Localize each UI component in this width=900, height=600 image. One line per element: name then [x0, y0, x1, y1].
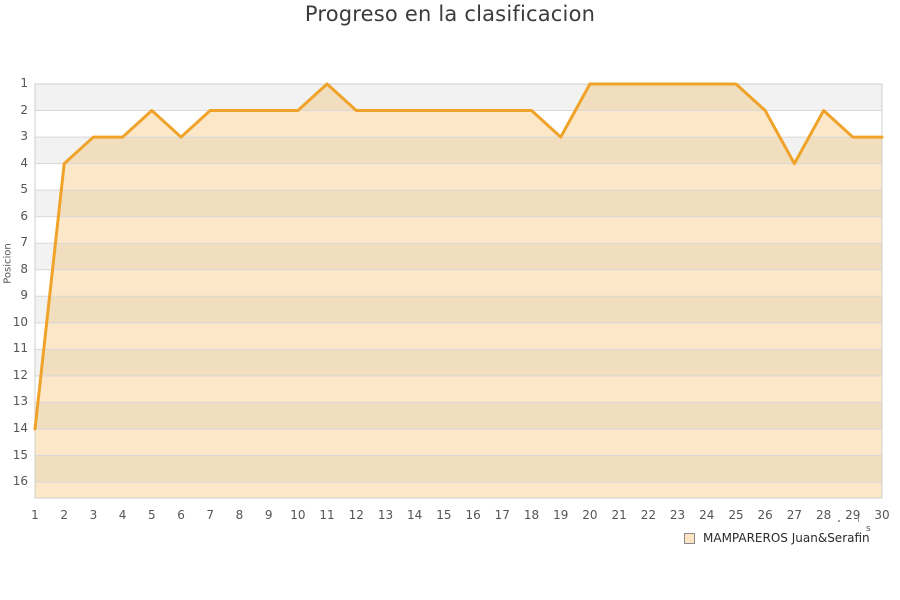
x-tick-label: 3 [89, 508, 98, 522]
y-tick-label: 3 [20, 129, 28, 144]
y-tick-label: 6 [20, 208, 28, 223]
legend-item-label: MAMPAREROS Juan&Serafin [703, 531, 870, 545]
y-tick-label: 11 [12, 341, 28, 356]
x-tick-label: 6 [177, 508, 185, 522]
x-tick-label: 30 [874, 508, 890, 522]
y-tick-label: 8 [20, 261, 28, 276]
y-tick-label: 12 [12, 367, 28, 382]
x-tick-label: 13 [377, 508, 394, 522]
x-tick-label: 24 [699, 508, 715, 522]
x-tick-label: 11 [319, 508, 335, 522]
x-tick-label: 23 [669, 508, 686, 522]
x-tick-label: 10 [290, 508, 306, 522]
y-tick-label: 13 [12, 394, 28, 409]
x-tick-label: 20 [582, 508, 598, 522]
chart-legend[interactable]: MAMPAREROS Juan&Serafin [684, 531, 870, 545]
y-tick-label: 1 [20, 76, 28, 90]
x-tick-label: 5 [147, 508, 156, 522]
artifact-dot [858, 518, 859, 522]
artifact-dot [838, 520, 840, 522]
x-tick-label: 26 [757, 508, 773, 522]
y-tick-label: 10 [12, 314, 28, 329]
x-tick-label: 19 [553, 508, 569, 522]
x-tick-label: 8 [235, 508, 244, 522]
y-tick-label: 16 [12, 474, 28, 489]
corner-text-artifact: s [866, 524, 871, 534]
x-tick-label: 14 [407, 508, 423, 522]
y-tick-label: 2 [20, 102, 28, 117]
x-tick-label: 18 [523, 508, 540, 522]
x-tick-label: 17 [494, 508, 510, 522]
y-tick-label: 9 [20, 288, 28, 303]
y-tick-label: 7 [20, 235, 28, 250]
x-tick-label: 29 [845, 508, 861, 522]
chart-title: Progreso en la clasificacion [304, 2, 596, 26]
x-tick-label: 27 [786, 508, 803, 522]
x-tick-label: 22 [640, 508, 656, 522]
x-tick-label: 1 [31, 508, 39, 522]
x-tick-label: 7 [206, 508, 215, 522]
y-tick-label: 5 [20, 182, 28, 197]
x-tick-label: 28 [815, 508, 832, 522]
x-tick-label: 25 [728, 508, 744, 522]
x-tick-label: 16 [465, 508, 481, 522]
y-tick-label: 14 [12, 421, 28, 435]
x-tick-label: 2 [60, 508, 69, 522]
y-tick-label: 4 [20, 155, 28, 170]
x-tick-label: 15 [436, 508, 452, 522]
legend-swatch-icon [684, 532, 695, 544]
x-tick-label: 21 [611, 508, 627, 522]
y-tick-label: 15 [12, 447, 28, 462]
x-tick-label: 4 [118, 508, 127, 522]
x-tick-label: 12 [348, 508, 364, 522]
x-tick-label: 9 [264, 508, 273, 522]
